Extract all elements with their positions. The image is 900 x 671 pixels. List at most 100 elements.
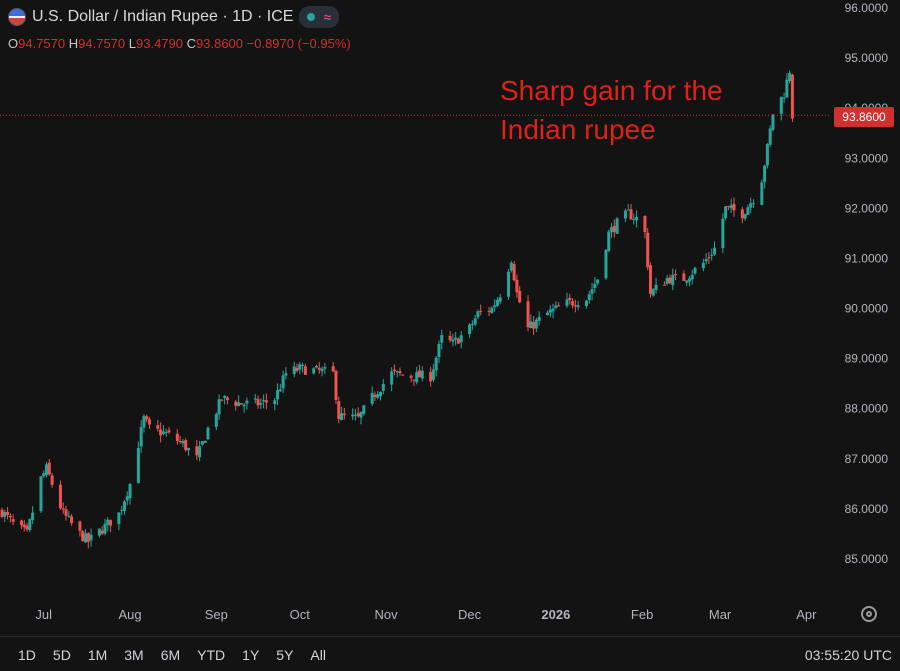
candle-body xyxy=(278,389,282,392)
status-pill[interactable]: ≈ xyxy=(299,6,340,28)
candle-body xyxy=(470,324,474,326)
candle-body xyxy=(420,370,424,379)
y-tick-label: 95.0000 xyxy=(845,51,889,65)
bottom-divider xyxy=(0,636,900,637)
candle-body xyxy=(381,384,385,391)
candle-body xyxy=(19,520,23,526)
candle-body xyxy=(429,372,433,382)
candle-body xyxy=(359,412,363,418)
candle-body xyxy=(11,519,15,522)
candle-body xyxy=(195,446,199,456)
candle-body xyxy=(710,255,714,257)
candle-body xyxy=(234,401,238,406)
settings-gear-icon[interactable] xyxy=(861,606,877,622)
price-axis[interactable]: 85.0000 86.0000 87.0000 88.0000 89.0000 90.00… xyxy=(845,1,889,566)
candle-body xyxy=(576,305,580,308)
candle-body xyxy=(451,339,455,342)
candle-body xyxy=(89,534,93,541)
candle-body xyxy=(548,309,552,313)
candle-body xyxy=(459,335,463,343)
candle-body xyxy=(668,277,672,284)
period-1y[interactable]: 1Y xyxy=(242,647,260,663)
candle-body xyxy=(264,400,268,403)
candle-body xyxy=(356,413,360,417)
candle-body xyxy=(301,364,305,366)
x-tick-label: Dec xyxy=(458,607,482,622)
candle-body xyxy=(682,273,686,281)
x-tick-label: Nov xyxy=(375,607,399,622)
candle-body xyxy=(175,433,179,442)
candle-body xyxy=(161,431,165,434)
candle-body xyxy=(740,209,744,219)
candle-body xyxy=(237,402,241,406)
candle-body xyxy=(145,416,149,420)
candle-body xyxy=(315,365,319,368)
candle-body xyxy=(507,271,511,297)
candle-body xyxy=(765,144,769,166)
period-3m[interactable]: 3M xyxy=(124,647,144,663)
period-5d[interactable]: 5D xyxy=(52,647,71,663)
candle-body xyxy=(749,203,753,208)
candle-body xyxy=(128,483,132,499)
candle-body xyxy=(573,305,577,307)
candle-body xyxy=(534,319,538,329)
symbol-title[interactable]: U.S. Dollar / Indian Rupee · 1D · ICE xyxy=(32,8,294,25)
candle-body xyxy=(732,203,736,211)
close-key: C xyxy=(186,36,197,51)
candle-body xyxy=(665,278,669,284)
y-tick-label: 86.0000 xyxy=(845,502,889,516)
candle-body xyxy=(100,530,104,534)
candle-body xyxy=(610,227,614,233)
candle-body xyxy=(58,484,62,509)
time-axis[interactable]: Jul Aug Sep Oct Nov Dec 2026 Feb Mar Apr xyxy=(35,607,817,622)
candle-body xyxy=(0,509,4,517)
period-selector: 1D 5D 1M 3M 6M YTD 1Y 5Y All xyxy=(18,647,326,663)
period-5y[interactable]: 5Y xyxy=(276,647,294,663)
candle-body xyxy=(39,476,43,512)
period-1m[interactable]: 1M xyxy=(87,647,108,663)
candle-body xyxy=(167,430,171,433)
period-all[interactable]: All xyxy=(310,647,326,663)
y-tick-label: 88.0000 xyxy=(845,402,889,416)
candle-body xyxy=(707,257,711,259)
candle-body xyxy=(31,512,35,521)
candle-body xyxy=(587,294,591,300)
candle-body xyxy=(529,321,533,329)
candle-body xyxy=(509,262,513,271)
candle-body xyxy=(223,396,227,398)
candle-body xyxy=(97,528,101,536)
period-6m[interactable]: 6M xyxy=(160,647,181,663)
period-1d[interactable]: 1D xyxy=(18,647,36,663)
candle-body xyxy=(437,343,441,358)
candle-body xyxy=(401,374,405,376)
candle-body xyxy=(646,232,650,268)
candle-body xyxy=(298,364,302,370)
candle-body xyxy=(593,283,597,288)
candle-body xyxy=(498,297,502,302)
candle-body xyxy=(120,509,124,511)
candle-body xyxy=(434,357,438,371)
candle-body xyxy=(351,414,355,417)
candle-body xyxy=(604,249,608,279)
close-value: 93.8600 xyxy=(196,36,244,51)
candle-body xyxy=(746,207,750,215)
currency-flag-icon xyxy=(8,8,26,26)
candle-body xyxy=(28,519,32,531)
candle-body xyxy=(662,284,666,286)
candle-body xyxy=(156,425,160,429)
y-tick-label: 90.0000 xyxy=(845,302,889,316)
candle-body xyxy=(412,379,416,381)
candle-body xyxy=(362,405,366,414)
candle-body xyxy=(256,398,260,406)
candle-body xyxy=(186,448,190,451)
utc-clock[interactable]: 03:55:20 UTC xyxy=(804,647,892,663)
candle-body xyxy=(334,370,338,400)
candle-body xyxy=(164,432,168,434)
candle-body xyxy=(331,366,335,372)
period-ytd[interactable]: YTD xyxy=(197,647,226,663)
candle-body xyxy=(239,403,243,405)
candle-body xyxy=(782,97,786,99)
candle-body xyxy=(751,203,755,205)
candle-body xyxy=(214,414,218,427)
